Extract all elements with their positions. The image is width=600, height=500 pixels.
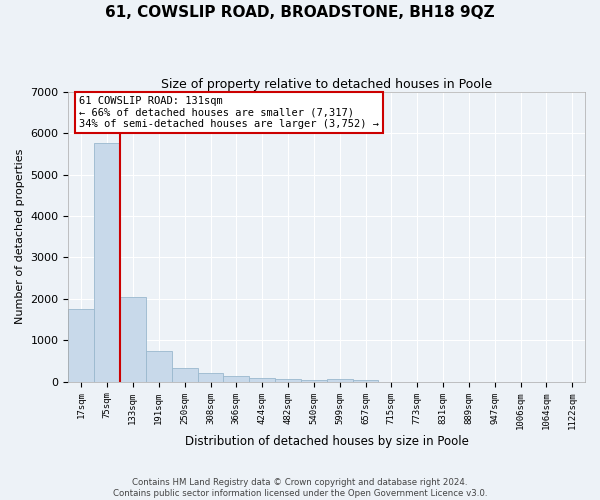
- Bar: [275, 379, 301, 382]
- Text: Contains HM Land Registry data © Crown copyright and database right 2024.
Contai: Contains HM Land Registry data © Crown c…: [113, 478, 487, 498]
- Title: Size of property relative to detached houses in Poole: Size of property relative to detached ho…: [161, 78, 492, 90]
- Bar: [120, 296, 146, 382]
- Bar: [94, 144, 120, 382]
- Bar: [68, 309, 94, 382]
- Bar: [301, 380, 327, 382]
- Bar: [197, 374, 223, 382]
- Bar: [249, 378, 275, 382]
- Text: 61 COWSLIP ROAD: 131sqm
← 66% of detached houses are smaller (7,317)
34% of semi: 61 COWSLIP ROAD: 131sqm ← 66% of detache…: [79, 96, 379, 129]
- Bar: [327, 380, 353, 382]
- Bar: [223, 376, 249, 382]
- Bar: [146, 350, 172, 382]
- Text: 61, COWSLIP ROAD, BROADSTONE, BH18 9QZ: 61, COWSLIP ROAD, BROADSTONE, BH18 9QZ: [105, 5, 495, 20]
- Bar: [172, 368, 197, 382]
- Y-axis label: Number of detached properties: Number of detached properties: [15, 149, 25, 324]
- Bar: [353, 380, 379, 382]
- X-axis label: Distribution of detached houses by size in Poole: Distribution of detached houses by size …: [185, 434, 469, 448]
